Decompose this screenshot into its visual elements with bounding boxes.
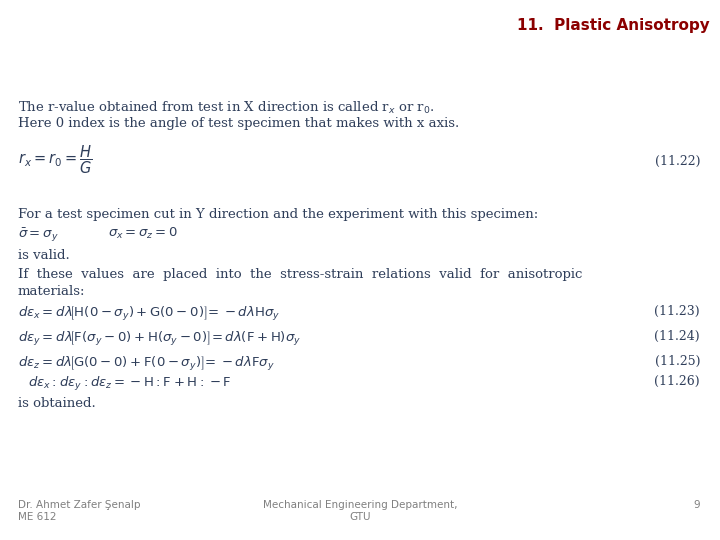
Text: (11.22): (11.22)	[654, 155, 700, 168]
Text: is valid.: is valid.	[18, 249, 70, 262]
Text: $d\varepsilon_z = d\lambda\!\left[\mathrm{G}(0-0)+\mathrm{F}(0-\sigma_y)\right]\: $d\varepsilon_z = d\lambda\!\left[\mathr…	[18, 355, 275, 373]
Text: (11.25): (11.25)	[654, 355, 700, 368]
Text: $d\varepsilon_x : d\varepsilon_y : d\varepsilon_z = -\mathrm{H} : \mathrm{F}+\ma: $d\varepsilon_x : d\varepsilon_y : d\var…	[28, 375, 231, 393]
Text: 9: 9	[693, 500, 700, 510]
Text: Mechanical Engineering Department,
GTU: Mechanical Engineering Department, GTU	[263, 500, 457, 522]
Text: Here 0 index is the angle of test specimen that makes with x axis.: Here 0 index is the angle of test specim…	[18, 117, 459, 130]
Text: The r-value obtained from test in X direction is called r$_x$ or r$_0$.: The r-value obtained from test in X dire…	[18, 100, 434, 116]
Text: $\sigma_x = \sigma_z = 0$: $\sigma_x = \sigma_z = 0$	[108, 226, 178, 241]
Text: $\bar{\sigma} = \sigma_y$: $\bar{\sigma} = \sigma_y$	[18, 226, 58, 244]
Text: (11.24): (11.24)	[654, 330, 700, 343]
Text: is obtained.: is obtained.	[18, 397, 96, 410]
Text: $r_x = r_0 = \dfrac{H}{G}$: $r_x = r_0 = \dfrac{H}{G}$	[18, 143, 93, 176]
Text: $d\varepsilon_y = d\lambda\!\left[\mathrm{F}(\sigma_y-0)+\mathrm{H}(\sigma_y-0)\: $d\varepsilon_y = d\lambda\!\left[\mathr…	[18, 330, 301, 348]
Text: For a test specimen cut in Y direction and the experiment with this specimen:: For a test specimen cut in Y direction a…	[18, 208, 539, 221]
Text: Dr. Ahmet Zafer Şenalp
ME 612: Dr. Ahmet Zafer Şenalp ME 612	[18, 500, 140, 522]
Text: 11.  Plastic Anisotropy: 11. Plastic Anisotropy	[517, 18, 710, 33]
Text: $d\varepsilon_x = d\lambda\!\left[\mathrm{H}(0-\sigma_y)+\mathrm{G}(0-0)\right]\: $d\varepsilon_x = d\lambda\!\left[\mathr…	[18, 305, 280, 323]
Text: (11.23): (11.23)	[654, 305, 700, 318]
Text: If  these  values  are  placed  into  the  stress-strain  relations  valid  for : If these values are placed into the stre…	[18, 268, 582, 281]
Text: materials:: materials:	[18, 285, 86, 298]
Text: (11.26): (11.26)	[654, 375, 700, 388]
